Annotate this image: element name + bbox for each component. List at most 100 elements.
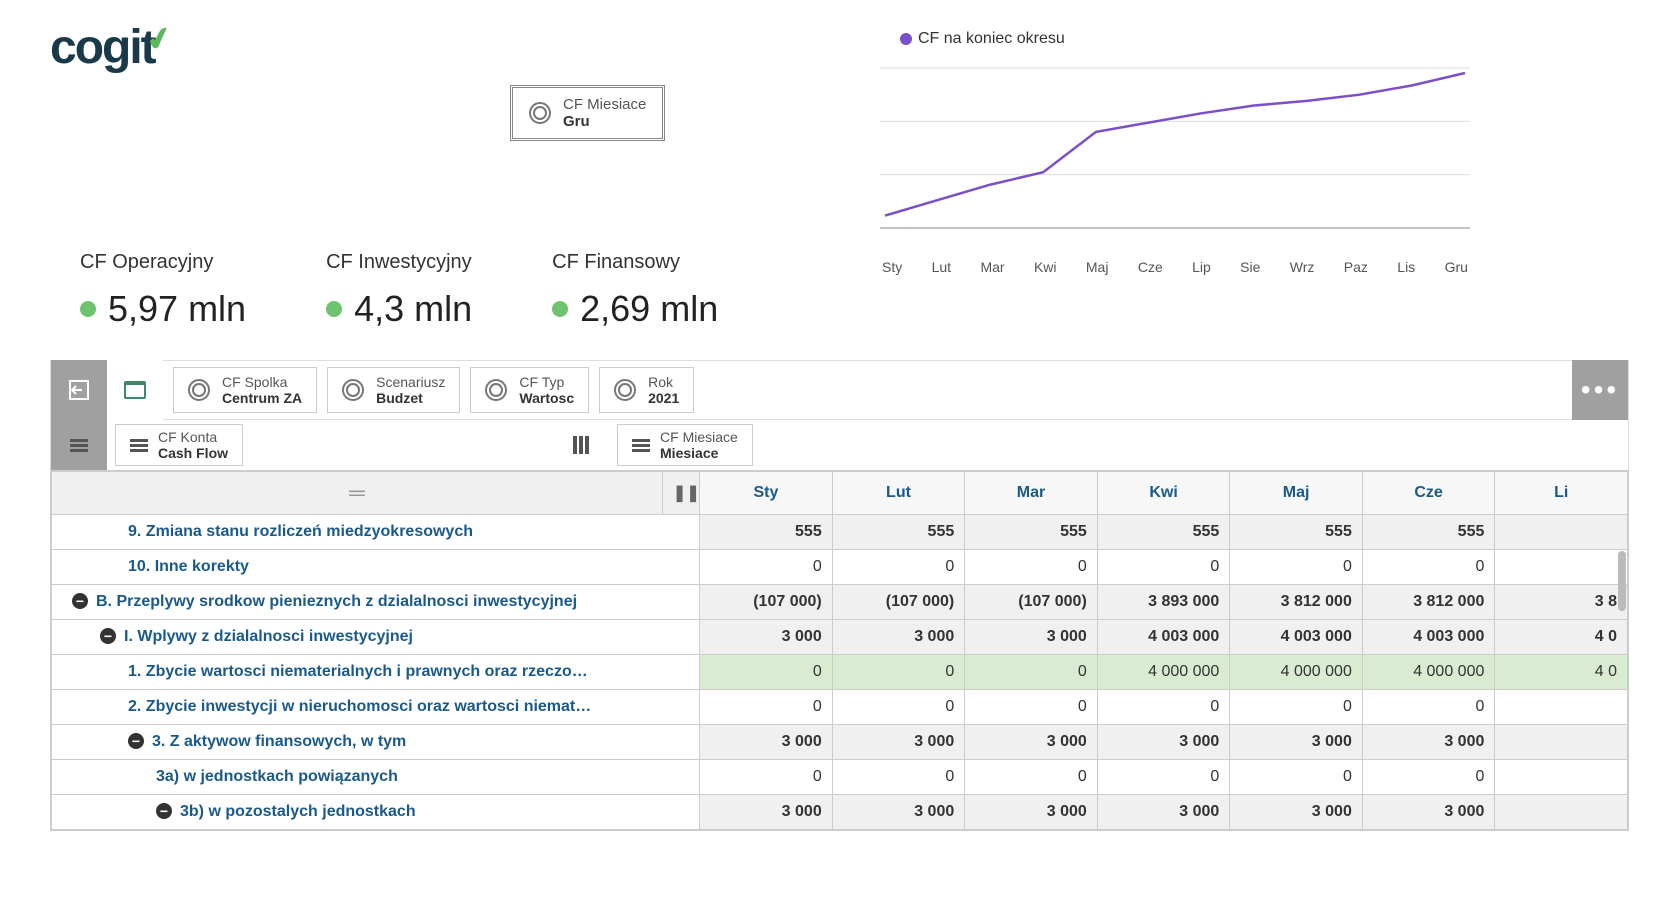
kpi-value: 2,69 mln <box>580 288 718 330</box>
filter-rok[interactable]: Rok 2021 <box>599 367 694 413</box>
radio-icon <box>342 379 364 401</box>
row-label[interactable]: 9. Zmiana stanu rozliczeń miedzyokresowy… <box>52 515 700 550</box>
cell-value: 3 000 <box>832 725 965 760</box>
collapse-icon[interactable]: − <box>100 628 116 644</box>
rows-icon <box>130 439 148 452</box>
cell-value: (107 000) <box>832 585 965 620</box>
scrollbar[interactable] <box>1618 551 1626 611</box>
cell-value: 555 <box>1362 515 1495 550</box>
cell-value: 0 <box>700 550 833 585</box>
month-selector[interactable]: CF Miesiace Gru <box>510 85 665 141</box>
cell-value: 3 893 000 <box>1097 585 1230 620</box>
cell-value: 0 <box>1230 690 1363 725</box>
more-button[interactable]: ••• <box>1572 360 1628 420</box>
cell-value: 0 <box>965 690 1098 725</box>
rows-dim-value: Cash Flow <box>158 445 228 461</box>
cols-toggle-button[interactable] <box>553 420 609 470</box>
cell-value: 0 <box>700 690 833 725</box>
col-header[interactable]: Cze <box>1362 472 1495 515</box>
cell-value: 0 <box>1097 550 1230 585</box>
cell-value: 3 000 <box>965 795 1098 830</box>
cell-value <box>1495 690 1628 725</box>
status-dot-icon <box>552 301 568 317</box>
radio-icon <box>529 102 551 124</box>
cell-value: 0 <box>832 550 965 585</box>
data-table-container: ═ ❚❚StyLutMarKwiMajCzeLi 9. Zmiana stanu… <box>50 470 1629 831</box>
cell-value <box>1495 550 1628 585</box>
cell-value: 3 000 <box>1097 725 1230 760</box>
col-header[interactable]: Kwi <box>1097 472 1230 515</box>
month-selector-label: CF Miesiace <box>563 96 646 113</box>
filter-label: CF Typ <box>519 374 574 390</box>
cell-value: 3 000 <box>832 795 965 830</box>
legend-dot-icon <box>900 33 912 45</box>
row-label[interactable]: −3. Z aktywow finansowych, w tym <box>52 725 700 760</box>
kpi-label: CF Finansowy <box>552 251 718 274</box>
kpi-value: 5,97 mln <box>108 288 246 330</box>
col-header[interactable]: Li <box>1495 472 1628 515</box>
logo: cogit✔ <box>50 20 880 75</box>
export-button[interactable] <box>51 360 107 420</box>
line-chart <box>880 58 1470 248</box>
cell-value: 3 000 <box>965 620 1098 655</box>
cell-value: 3 000 <box>1362 795 1495 830</box>
table-row: 10. Inne korekty000000 <box>52 550 1628 585</box>
table-row: −3b) w pozostalych jednostkach3 0003 000… <box>52 795 1628 830</box>
x-axis-label: Cze <box>1138 259 1163 275</box>
table-row: −3. Z aktywow finansowych, w tym3 0003 0… <box>52 725 1628 760</box>
filter-cf-spolka[interactable]: CF Spolka Centrum ZA <box>173 367 317 413</box>
logo-text: cogit <box>50 20 155 75</box>
cell-value: 555 <box>965 515 1098 550</box>
collapse-icon[interactable]: − <box>72 593 88 609</box>
col-header[interactable]: Sty <box>700 472 833 515</box>
filter-cf-typ[interactable]: CF Typ Wartosc <box>470 367 589 413</box>
rows-dimension[interactable]: CF Konta Cash Flow <box>115 424 243 466</box>
row-label[interactable]: 1. Zbycie wartosci niematerialnych i pra… <box>52 655 700 690</box>
home-button[interactable] <box>107 360 163 420</box>
cell-value: 0 <box>1362 760 1495 795</box>
cell-value: 0 <box>832 760 965 795</box>
cell-value: 3 000 <box>1230 725 1363 760</box>
cell-value: 4 003 000 <box>1230 620 1363 655</box>
col-header[interactable]: Mar <box>965 472 1098 515</box>
cell-value: 3 000 <box>700 795 833 830</box>
cell-value <box>1495 725 1628 760</box>
row-label[interactable]: −B. Przeplywy srodkow pienieznych z dzia… <box>52 585 700 620</box>
cell-value: 0 <box>965 655 1098 690</box>
rows-toggle-button[interactable] <box>51 420 107 470</box>
table-row: 1. Zbycie wartosci niematerialnych i pra… <box>52 655 1628 690</box>
cell-value: 4 003 000 <box>1097 620 1230 655</box>
x-axis-label: Paz <box>1344 259 1368 275</box>
collapse-icon[interactable]: − <box>156 803 172 819</box>
x-axis-label: Kwi <box>1034 259 1057 275</box>
col-header[interactable]: Lut <box>832 472 965 515</box>
kpi-card: CF Inwestycyjny 4,3 mln <box>326 251 472 330</box>
pause-column-button[interactable]: ❚❚ <box>662 472 699 515</box>
row-label[interactable]: 2. Zbycie inwestycji w nieruchomosci ora… <box>52 690 700 725</box>
row-label[interactable]: −I. Wplywy z dzialalnosci inwestycyjnej <box>52 620 700 655</box>
cell-value: 0 <box>700 760 833 795</box>
row-label[interactable]: 10. Inne korekty <box>52 550 700 585</box>
filter-label: Scenariusz <box>376 374 445 390</box>
cell-value: 3 000 <box>700 620 833 655</box>
row-label[interactable]: −3b) w pozostalych jednostkach <box>52 795 700 830</box>
collapse-icon[interactable]: − <box>128 733 144 749</box>
cell-value: 4 000 000 <box>1362 655 1495 690</box>
cols-dim-value: Miesiace <box>660 445 738 461</box>
cell-value <box>1495 760 1628 795</box>
cols-dim-label: CF Miesiace <box>660 429 738 445</box>
table-row: −I. Wplywy z dzialalnosci inwestycyjnej3… <box>52 620 1628 655</box>
rows-dim-label: CF Konta <box>158 429 228 445</box>
month-selector-value: Gru <box>563 113 646 130</box>
table-row: 9. Zmiana stanu rozliczeń miedzyokresowy… <box>52 515 1628 550</box>
col-header[interactable]: Maj <box>1230 472 1363 515</box>
kpi-row: CF Operacyjny 5,97 mln CF Inwestycyjny 4… <box>50 251 880 330</box>
cols-dimension[interactable]: CF Miesiace Miesiace <box>617 424 753 466</box>
x-axis-label: Gru <box>1445 259 1468 275</box>
row-header-handle[interactable]: ═ <box>52 472 663 515</box>
filter-label: Rok <box>648 374 679 390</box>
filter-scenariusz[interactable]: Scenariusz Budzet <box>327 367 460 413</box>
cell-value: 0 <box>1230 550 1363 585</box>
filter-toolbar: CF Spolka Centrum ZA Scenariusz Budzet C… <box>50 360 1629 420</box>
row-label[interactable]: 3a) w jednostkach powiązanych <box>52 760 700 795</box>
